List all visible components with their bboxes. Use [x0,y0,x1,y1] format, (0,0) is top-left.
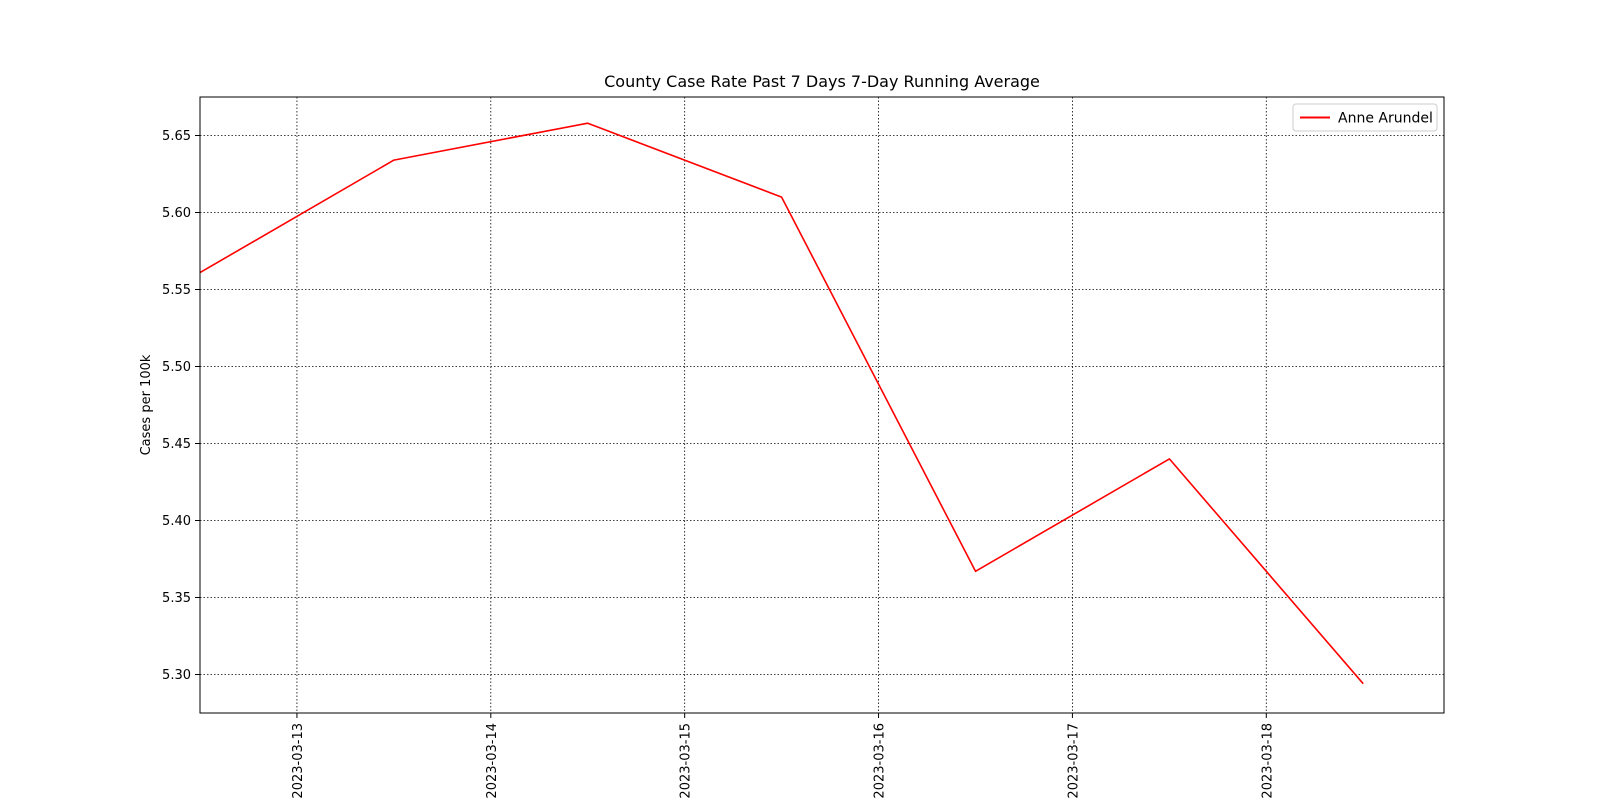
x-tick-label: 2023-03-17 [1066,723,1081,799]
y-tick-label: 5.55 [162,283,191,298]
chart-title: County Case Rate Past 7 Days 7-Day Runni… [604,72,1040,91]
legend: Anne Arundel [1292,103,1438,132]
x-tick-label: 2023-03-15 [679,723,694,799]
y-tick-label: 5.45 [162,437,191,452]
plot-frame [199,96,1445,714]
y-tick-label: 5.40 [162,514,191,529]
y-tick-label: 5.65 [162,129,191,144]
grid-lines [200,97,1444,713]
x-tick-label: 2023-03-16 [873,723,888,799]
series-layer [199,122,1364,685]
x-tick-label: 2023-03-18 [1260,723,1275,799]
legend-box [1292,103,1438,132]
legend-entry-label: Anne Arundel [1338,111,1433,127]
x-tick-label: 2023-03-14 [485,723,500,799]
x-tick-label: 2023-03-13 [291,723,306,799]
axis-ticks: 5.30 5.35 5.40 5.45 5.50 5.55 5.60 5.65 2023-03-… [162,129,1275,799]
series-line [199,122,1364,685]
y-tick-label: 5.60 [162,206,191,221]
y-tick-label: 5.50 [162,360,191,375]
y-axis-label: Cases per 100k [139,354,154,455]
y-tick-label: 5.35 [162,591,191,606]
y-tick-label: 5.30 [162,668,191,683]
